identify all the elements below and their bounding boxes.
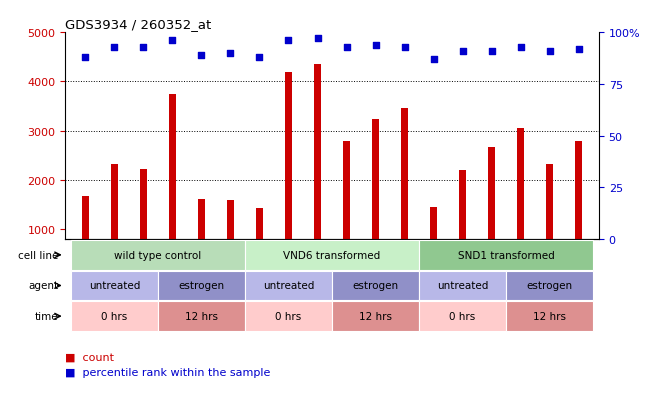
Point	[544, 48, 555, 55]
Text: estrogen: estrogen	[527, 281, 573, 291]
Point	[283, 38, 294, 45]
Point	[370, 42, 381, 49]
Text: time: time	[35, 311, 59, 321]
Bar	[158, 271, 245, 301]
Bar	[372, 120, 379, 279]
Bar	[245, 301, 332, 331]
Bar	[71, 240, 245, 270]
Point	[486, 48, 497, 55]
Bar	[459, 171, 466, 279]
Text: 12 hrs: 12 hrs	[185, 311, 218, 321]
Point	[516, 44, 526, 51]
Bar	[245, 240, 419, 270]
Text: 12 hrs: 12 hrs	[533, 311, 566, 321]
Bar	[256, 208, 263, 279]
Point	[109, 44, 120, 51]
Point	[255, 55, 265, 61]
Bar	[82, 196, 89, 279]
Text: estrogen: estrogen	[178, 281, 225, 291]
Bar	[401, 108, 408, 279]
Bar	[517, 128, 524, 279]
Text: estrogen: estrogen	[352, 281, 398, 291]
Bar	[506, 301, 593, 331]
Text: ■  percentile rank within the sample: ■ percentile rank within the sample	[65, 367, 270, 377]
Text: cell line: cell line	[18, 250, 59, 260]
Text: 0 hrs: 0 hrs	[102, 311, 128, 321]
Bar	[332, 301, 419, 331]
Point	[341, 44, 352, 51]
Bar	[506, 271, 593, 301]
Point	[167, 38, 178, 45]
Bar	[343, 141, 350, 279]
Bar	[71, 301, 158, 331]
Point	[138, 44, 148, 51]
Text: untreated: untreated	[263, 281, 314, 291]
Text: ■  count: ■ count	[65, 352, 114, 362]
Bar	[419, 240, 593, 270]
Bar	[285, 72, 292, 279]
Point	[196, 52, 206, 59]
Bar	[140, 169, 147, 279]
Point	[312, 36, 323, 43]
Bar	[488, 148, 495, 279]
Bar	[546, 164, 553, 279]
Text: VND6 transformed: VND6 transformed	[283, 250, 381, 260]
Bar	[227, 200, 234, 279]
Bar	[430, 208, 437, 279]
Point	[225, 50, 236, 57]
Point	[574, 46, 584, 53]
Bar	[575, 141, 582, 279]
Point	[458, 48, 468, 55]
Text: GDS3934 / 260352_at: GDS3934 / 260352_at	[65, 17, 212, 31]
Bar	[332, 271, 419, 301]
Point	[80, 55, 90, 61]
Bar	[245, 271, 332, 301]
Text: untreated: untreated	[437, 281, 488, 291]
Bar	[71, 271, 158, 301]
Text: agent: agent	[29, 281, 59, 291]
Bar	[169, 95, 176, 279]
Bar	[111, 165, 118, 279]
Text: SND1 transformed: SND1 transformed	[458, 250, 555, 260]
Point	[428, 57, 439, 63]
Bar	[419, 301, 506, 331]
Bar	[314, 65, 321, 279]
Bar	[158, 301, 245, 331]
Point	[399, 44, 409, 51]
Text: 0 hrs: 0 hrs	[449, 311, 476, 321]
Bar	[198, 200, 205, 279]
Bar	[419, 271, 506, 301]
Text: wild type control: wild type control	[115, 250, 202, 260]
Text: untreated: untreated	[89, 281, 140, 291]
Text: 0 hrs: 0 hrs	[275, 311, 301, 321]
Text: 12 hrs: 12 hrs	[359, 311, 392, 321]
